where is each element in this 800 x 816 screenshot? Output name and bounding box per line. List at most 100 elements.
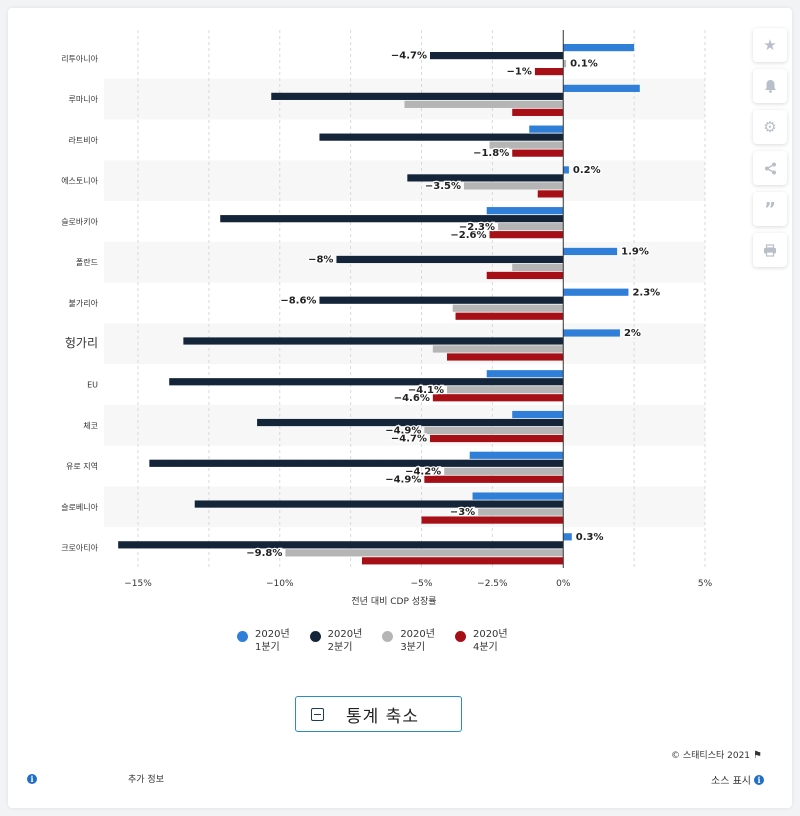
bar-리투아니아-q4 bbox=[534, 68, 564, 76]
bar-에스토니아-q1 bbox=[563, 166, 569, 174]
data-label: −4.2% bbox=[405, 466, 441, 477]
bar-EU-q4 bbox=[432, 394, 564, 402]
data-label: −8.6% bbox=[280, 295, 316, 306]
bar-슬로바키아-q2 bbox=[220, 215, 564, 223]
bar-헝가리-q4 bbox=[447, 353, 564, 361]
category-label: EU bbox=[87, 381, 98, 390]
bar-루마니아-q1 bbox=[563, 84, 640, 92]
x-tick-label: −5% bbox=[411, 579, 433, 589]
bar-유로 지역-q1 bbox=[469, 451, 564, 459]
gear-icon[interactable]: ⚙ bbox=[753, 110, 787, 144]
category-label: 라트비아 bbox=[69, 135, 99, 145]
data-label: −1.8% bbox=[473, 148, 509, 159]
bar-폴란드-q3 bbox=[512, 263, 564, 272]
side-toolbar: ★ ⚙ ” bbox=[753, 28, 787, 274]
category-label: 헝가리 bbox=[65, 336, 98, 350]
x-tick-label: −15% bbox=[124, 579, 152, 589]
bar-크로아티아-q3 bbox=[285, 549, 564, 557]
flag-icon[interactable]: ⚑ bbox=[753, 750, 762, 761]
legend-label: 2020년 4분기 bbox=[472, 629, 508, 653]
copyright-text: © 스태티스타 2021 bbox=[671, 751, 751, 761]
bar-폴란드-q1 bbox=[563, 247, 618, 256]
bar-헝가리-q1 bbox=[563, 329, 620, 337]
x-tick-label: 0% bbox=[556, 579, 571, 589]
bar-폴란드-q4 bbox=[486, 271, 564, 280]
x-tick-label: −10% bbox=[266, 579, 294, 589]
legend-marker bbox=[382, 631, 394, 642]
data-label: −3.5% bbox=[425, 181, 461, 192]
bar-EU-q3 bbox=[447, 386, 564, 394]
data-label: −3% bbox=[450, 507, 475, 518]
bar-슬로베니아-q1 bbox=[472, 492, 564, 500]
bar-EU-q2 bbox=[169, 378, 564, 386]
bar-체코-q2 bbox=[257, 418, 564, 427]
star-icon[interactable]: ★ bbox=[753, 28, 787, 62]
category-label: 체코 bbox=[83, 420, 98, 430]
data-label: −2.3% bbox=[459, 222, 495, 233]
data-label: −4.6% bbox=[394, 393, 430, 404]
x-tick-label: −2.5% bbox=[477, 579, 508, 589]
quote-icon[interactable]: ” bbox=[753, 192, 787, 226]
bar-유로 지역-q3 bbox=[444, 467, 564, 475]
bar-슬로바키아-q1 bbox=[486, 207, 564, 215]
bar-슬로바키아-q3 bbox=[498, 223, 564, 231]
legend-item-q2[interactable]: 2020년 2분기 bbox=[309, 628, 363, 654]
data-label: 1.9% bbox=[621, 247, 649, 258]
bar-에스토니아-q3 bbox=[464, 182, 564, 190]
legend-marker bbox=[309, 631, 321, 642]
bar-루마니아-q3 bbox=[404, 100, 564, 108]
bar-슬로베니아-q4 bbox=[421, 516, 564, 524]
legend-item-q1[interactable]: 2020년 1분기 bbox=[237, 628, 290, 654]
legend-label: 2020년 3분기 bbox=[400, 629, 435, 653]
category-label: 불가리아 bbox=[69, 298, 99, 308]
bar-리투아니아-q2 bbox=[430, 52, 564, 60]
category-label: 슬로바키아 bbox=[61, 216, 98, 226]
category-label: 루마니아 bbox=[69, 94, 99, 104]
bar-에스토니아-q2 bbox=[407, 174, 564, 182]
bar-라트비아-q3 bbox=[489, 141, 564, 149]
show-source-link[interactable]: 소스 표시 i bbox=[711, 772, 764, 787]
minus-square-icon bbox=[311, 707, 324, 721]
data-label: −4.7% bbox=[391, 51, 427, 62]
bar-라트비아-q4 bbox=[512, 149, 564, 157]
category-label: 크로아티아 bbox=[61, 543, 98, 553]
print-icon[interactable] bbox=[753, 233, 787, 267]
chart-card: 리투아니아 루마니아 라트비아 에스토니아 슬로바키아 폴란드 불가리아 헝가리 EU 체코 유로 … bbox=[8, 8, 792, 808]
bar-폴란드-q2 bbox=[336, 255, 564, 264]
bar-슬로베니아-q3 bbox=[478, 508, 564, 516]
bar-크로아티아-q4 bbox=[361, 557, 564, 565]
x-tick-label: 5% bbox=[698, 579, 713, 589]
share-icon[interactable] bbox=[753, 151, 787, 185]
data-label: −2.6% bbox=[450, 230, 486, 241]
legend-item-q3[interactable]: 2020년 3분기 bbox=[382, 628, 435, 654]
legend-marker bbox=[454, 631, 466, 642]
bar-루마니아-q2 bbox=[271, 92, 564, 100]
data-label: 0.1% bbox=[570, 59, 598, 70]
bar-크로아티아-q1 bbox=[563, 533, 572, 541]
bell-icon[interactable] bbox=[753, 69, 787, 103]
bar-슬로바키아-q4 bbox=[489, 231, 564, 239]
bar-에스토니아-q4 bbox=[537, 190, 564, 198]
category-label: 에스토니아 bbox=[61, 176, 98, 186]
bar-헝가리-q3 bbox=[432, 345, 564, 353]
bar-체코-q4 bbox=[430, 434, 564, 443]
data-label: 2% bbox=[624, 328, 641, 339]
more-info-link[interactable]: 추가 정보 bbox=[128, 775, 164, 785]
legend-marker bbox=[237, 631, 248, 642]
legend-label: 2020년 2분기 bbox=[327, 629, 363, 653]
data-label: 0.3% bbox=[576, 532, 604, 543]
data-label: −8% bbox=[308, 255, 333, 266]
bar-EU-q1 bbox=[486, 370, 564, 378]
bar-크로아티아-q2 bbox=[118, 541, 564, 549]
bar-불가리아-q1 bbox=[563, 288, 629, 296]
bar-체코-q1 bbox=[512, 410, 564, 419]
category-label: 리투아니아 bbox=[61, 53, 98, 63]
collapse-statistics-button[interactable]: 통계 축소 bbox=[295, 696, 462, 732]
bar-라트비아-q2 bbox=[319, 133, 564, 141]
info-icon[interactable]: i bbox=[27, 774, 37, 784]
bar-체코-q3 bbox=[424, 426, 564, 435]
chart-legend: 2020년 1분기 2020년 2분기 2020년 3분기 2020년 4분기 bbox=[237, 628, 528, 654]
legend-item-q4[interactable]: 2020년 4분기 bbox=[454, 628, 508, 654]
data-label: 0.2% bbox=[573, 165, 601, 176]
